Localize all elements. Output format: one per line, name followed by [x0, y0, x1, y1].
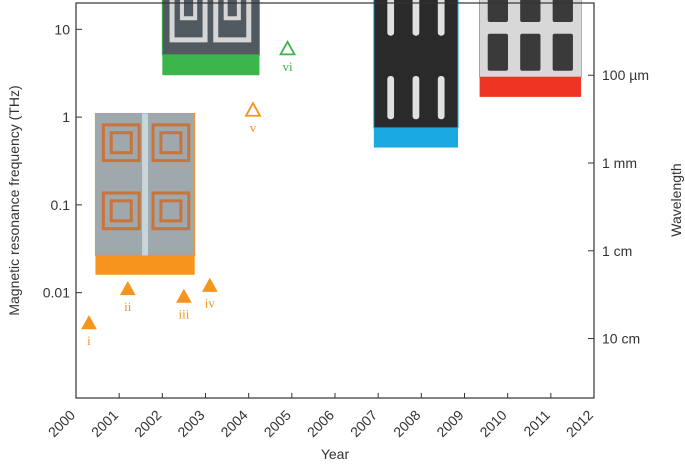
wire-pair — [387, 0, 395, 36]
u-shape — [169, 0, 208, 43]
x-axis: 2000 2001 2002 2003 2004 2005 2006 2007 2008 2009… — [45, 393, 596, 440]
wire-pair — [412, 76, 420, 120]
wire-pair — [437, 76, 445, 120]
data-point — [119, 281, 136, 296]
y-tick-label: 1 — [62, 109, 70, 125]
y2-tick-label: 1 cm — [602, 243, 632, 259]
x-tick-label: 2011 — [520, 407, 553, 440]
ring-shape — [159, 199, 183, 223]
wire-pair — [437, 0, 445, 36]
data-label: v — [250, 120, 257, 135]
data-label: iii — [178, 307, 189, 322]
x-tick-label: 2012 — [563, 407, 596, 440]
data-point — [201, 277, 218, 292]
blue-wire-pair-micrograph — [373, 0, 459, 148]
data-label: iv — [205, 296, 216, 311]
y-tick-label: 0.1 — [51, 197, 71, 213]
x-tick-label: 2005 — [261, 407, 294, 440]
u-shape — [223, 0, 241, 21]
x-tick-label: 2003 — [174, 407, 207, 440]
wire-strip — [142, 113, 149, 256]
x-tick-label: 2002 — [131, 407, 164, 440]
y-axis-frequency: 0.010.11101001,000 — [43, 21, 82, 301]
inset-image — [161, 0, 260, 56]
ring-shape — [101, 191, 141, 231]
green-srr-micrograph — [161, 0, 260, 76]
u-shape — [179, 0, 198, 21]
data-point — [176, 288, 192, 303]
x-axis-title: Year — [321, 446, 350, 462]
ring-shape — [159, 131, 183, 155]
u-shape — [213, 0, 252, 43]
y-axis-title: Magnetic resonance frequency (THz) — [6, 85, 22, 315]
red-fishnet-micrograph — [479, 0, 582, 97]
data-points: iiiiiiivvviviiviiiixxxixiixiiixivxvxvixv… — [81, 39, 297, 348]
fishnet-hole — [552, 33, 573, 71]
ring-shape — [109, 131, 133, 155]
x-tick-label: 2008 — [390, 407, 423, 440]
fishnet-hole — [520, 0, 541, 22]
y2-tick-label: 100 µm — [602, 67, 649, 83]
fishnet-hole — [552, 0, 573, 22]
inset-color-bar — [162, 54, 260, 76]
x-tick-label: 2001 — [88, 407, 121, 440]
fishnet-hole — [487, 0, 509, 22]
y-tick-label: 10 — [54, 21, 70, 37]
inset-color-bar — [373, 127, 459, 148]
orange-srr-micrograph — [94, 112, 196, 275]
ring-shape — [151, 123, 191, 163]
y-tick-label: 0.01 — [43, 285, 70, 301]
y2-tick-label: 1 mm — [602, 155, 637, 171]
fishnet-hole — [520, 33, 541, 71]
inset-color-bar — [95, 255, 195, 275]
x-tick-label: 2007 — [347, 407, 380, 440]
ring-shape — [109, 199, 133, 223]
fishnet-hole — [487, 33, 509, 71]
x-tick-label: 2000 — [45, 407, 78, 440]
ring-shape — [101, 123, 141, 163]
inset-color-bar — [479, 76, 582, 97]
y2-tick-label: 10 cm — [602, 331, 640, 347]
data-label: vi — [282, 59, 293, 74]
y2-axis-title: Wavelength — [668, 163, 684, 236]
wire-pair — [412, 0, 420, 36]
x-tick-label: 2010 — [476, 407, 509, 440]
data-point — [81, 315, 97, 330]
data-label: i — [87, 333, 91, 348]
x-tick-label: 2009 — [433, 407, 466, 440]
ring-shape — [151, 191, 191, 231]
data-point — [278, 39, 297, 56]
data-label: ii — [124, 299, 132, 314]
x-tick-label: 2004 — [217, 407, 250, 440]
x-tick-label: 2006 — [304, 407, 337, 440]
inset-images — [94, 0, 582, 275]
data-point — [244, 101, 262, 117]
wire-pair — [387, 76, 395, 120]
